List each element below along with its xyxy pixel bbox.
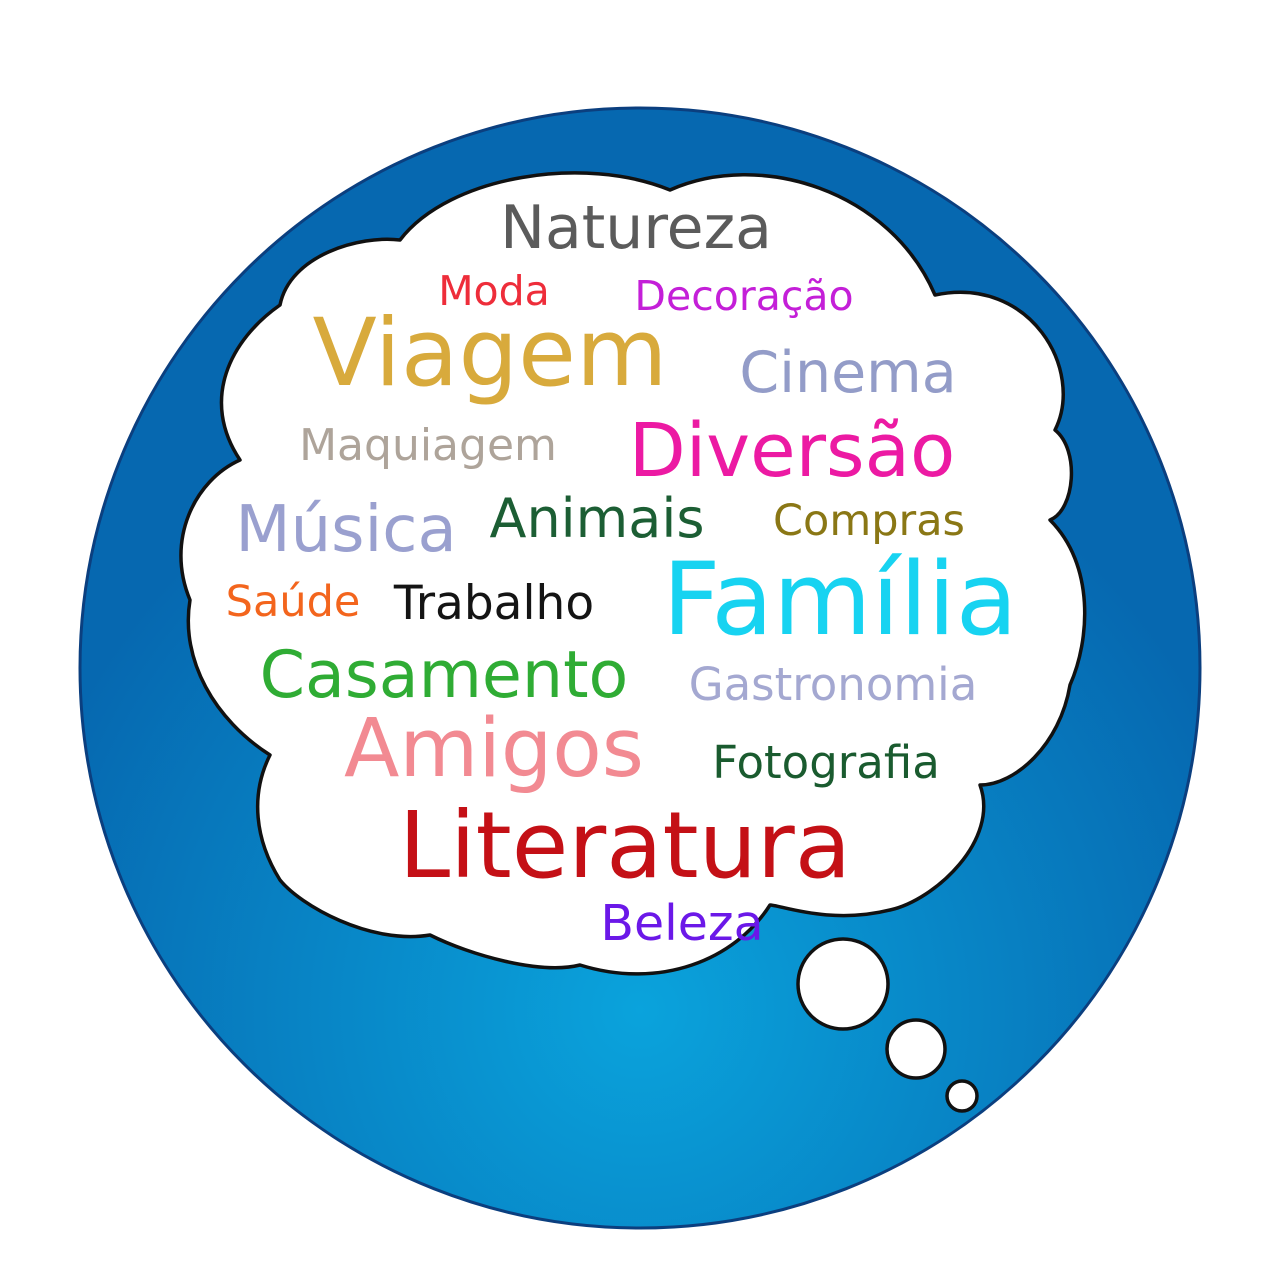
word-gastronomia: Gastronomia	[689, 658, 978, 711]
word-cloud-words: Natureza Moda Decoração Viagem Cinema Ma…	[226, 193, 1018, 952]
thought-bubble-large	[796, 937, 890, 1031]
word-saude: Saúde	[226, 577, 361, 627]
word-trabalho: Trabalho	[393, 576, 594, 631]
word-moda: Moda	[438, 267, 550, 315]
thought-bubble-medium	[885, 1018, 947, 1080]
word-animais: Animais	[490, 487, 705, 550]
word-beleza: Beleza	[600, 895, 763, 952]
word-natureza: Natureza	[500, 193, 772, 263]
word-fotografia: Fotografia	[712, 736, 940, 789]
word-amigos: Amigos	[344, 702, 644, 796]
word-literatura: Literatura	[399, 792, 851, 899]
word-casamento: Casamento	[260, 638, 629, 713]
word-familia: Família	[662, 540, 1017, 658]
word-musica: Música	[235, 493, 456, 567]
word-maquiagem: Maquiagem	[299, 420, 557, 471]
word-compras: Compras	[773, 496, 965, 546]
word-viagem: Viagem	[312, 299, 667, 408]
word-decoracao: Decoração	[634, 272, 853, 320]
word-cinema: Cinema	[739, 340, 956, 406]
thought-cloud	[179, 171, 1087, 976]
word-diversao: Diversão	[629, 408, 955, 494]
thought-bubble-small	[945, 1079, 979, 1113]
